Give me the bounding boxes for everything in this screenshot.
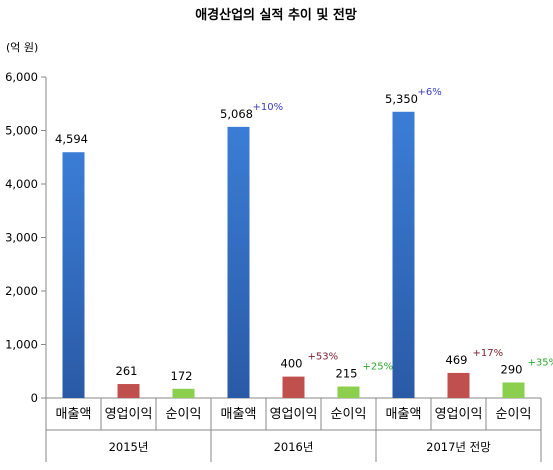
category-label: 순이익 — [166, 407, 202, 422]
bar-2015년-순이익 — [172, 388, 195, 398]
bar-2015년-매출액 — [62, 152, 85, 398]
data-label: 290 — [501, 362, 523, 376]
y-tick-label: 2,000 — [5, 284, 38, 298]
bar-2017년 전망-매출액 — [392, 111, 415, 399]
data-label: 215 — [336, 366, 358, 380]
bar-2016년-매출액 — [227, 126, 250, 398]
growth-label: +10% — [253, 102, 284, 113]
category-label: 순이익 — [331, 407, 367, 422]
unit-label: (억 원) — [6, 41, 38, 54]
growth-label: +6% — [418, 87, 442, 98]
group-label: 2015년 — [109, 440, 149, 454]
category-label: 매출액 — [386, 407, 422, 422]
bar-2016년-영업이익 — [282, 376, 305, 398]
category-label: 순이익 — [496, 407, 532, 422]
category-label: 영업이익 — [270, 407, 318, 422]
growth-label: +17% — [473, 348, 504, 359]
data-label: 5,350 — [385, 92, 418, 106]
y-tick-label: 0 — [31, 391, 38, 405]
data-label: 5,068 — [220, 107, 253, 121]
plot-area: 0 1,000 2,000 3,000 4,000 5,000 6,000 4,594 매출액 2… — [5, 70, 553, 462]
data-label: 261 — [116, 364, 138, 378]
y-tick-label: 4,000 — [5, 177, 38, 191]
category-label: 영업이익 — [105, 407, 153, 422]
y-tick-label: 3,000 — [5, 231, 38, 245]
data-label: 469 — [446, 353, 468, 367]
data-label: 172 — [171, 369, 193, 383]
group-label: 2016년 — [274, 440, 314, 454]
bar-2017년 전망-영업이익 — [447, 372, 470, 398]
bar-2015년-영업이익 — [117, 384, 140, 398]
group-label: 2017년 전망 — [426, 440, 491, 454]
growth-label: +53% — [308, 352, 339, 363]
category-label: 매출액 — [56, 407, 92, 422]
growth-label: +35% — [528, 357, 553, 368]
category-label: 매출액 — [221, 407, 257, 422]
growth-label: +25% — [363, 361, 394, 372]
bar-2016년-순이익 — [337, 386, 360, 398]
y-tick-label: 5,000 — [5, 124, 38, 138]
chart-title: 애경산업의 실적 추이 및 전망 — [195, 7, 357, 23]
data-label: 400 — [281, 357, 303, 371]
bar-2017년 전망-순이익 — [502, 382, 525, 398]
category-label: 영업이익 — [435, 407, 483, 422]
y-tick-label: 1,000 — [5, 338, 38, 352]
data-label: 4,594 — [55, 132, 88, 146]
y-tick-label: 6,000 — [5, 70, 38, 84]
